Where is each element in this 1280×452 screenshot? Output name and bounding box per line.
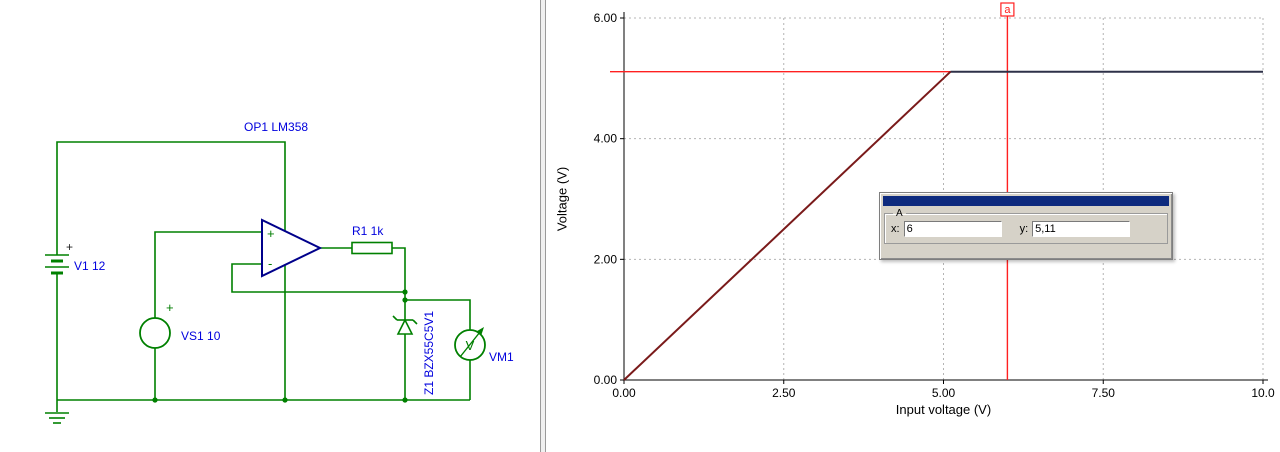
chart-panel: 0.00 2.50 5.00 7.50 10.0 0.00 2.00 4.00 6.00 a Vo…	[546, 0, 1280, 452]
voltmeter-letter: V	[466, 338, 475, 353]
vs1-plus-mark: +	[166, 300, 174, 315]
wire-segment[interactable]	[231, 263, 405, 293]
wire-segment[interactable]	[405, 299, 471, 330]
battery-label: V1 12	[74, 259, 106, 273]
cursor-values-row: x: y:	[891, 221, 1161, 237]
cursor-group-label: A	[896, 208, 903, 219]
x-tick-label: 0.00	[612, 386, 636, 400]
battery-plus-mark: +	[66, 240, 73, 254]
schematic-panel: + + + - V	[0, 0, 540, 452]
chart-canvas: 0.00 2.50 5.00 7.50 10.0 0.00 2.00 4.00 6.00 a	[594, 2, 1275, 400]
opamp-minus-mark: -	[268, 256, 272, 271]
cursor-flag-label: a	[1004, 4, 1011, 16]
cursor-group-box: A x: y:	[884, 208, 1168, 244]
junction-dot	[282, 397, 288, 403]
y-tick-label: 0.00	[594, 373, 618, 387]
battery-v1[interactable]: +	[45, 240, 73, 275]
x-tick-label: 7.50	[1092, 386, 1116, 400]
wire-segment[interactable]	[154, 231, 262, 318]
junction-dot	[402, 397, 408, 403]
cursor-y-label: y:	[1019, 223, 1029, 235]
wire-segment[interactable]	[392, 247, 406, 320]
ground-symbol[interactable]	[45, 412, 69, 424]
junction-dot	[402, 289, 408, 295]
resistor-label: R1 1k	[352, 224, 384, 238]
zener-z1[interactable]	[392, 315, 418, 335]
y-tick-label: 4.00	[594, 132, 618, 146]
x-tick-label: 5.00	[932, 386, 956, 400]
cursor-window-titlebar[interactable]	[883, 196, 1169, 206]
opamp-label: OP1 LM358	[244, 120, 308, 134]
resistor-r1[interactable]	[351, 241, 393, 255]
source-vs1[interactable]: +	[139, 300, 174, 349]
trace-input-ramp	[623, 70, 952, 381]
junction-dot	[152, 397, 158, 403]
y-tick-label: 6.00	[594, 11, 618, 25]
zener-label: Z1 BZX55C5V1	[422, 311, 436, 395]
x-tick-label: 2.50	[772, 386, 796, 400]
voltmeter-label: VM1	[489, 350, 514, 364]
voltmeter-vm1[interactable]: V	[454, 327, 486, 361]
x-axis-title: Input voltage (V)	[895, 402, 992, 417]
source-label: VS1 10	[181, 329, 221, 343]
schematic-canvas: + + + - V	[45, 120, 514, 424]
cursor-readout-window[interactable]: A x: y:	[879, 192, 1173, 260]
opamp-op1[interactable]: + -	[261, 218, 323, 278]
opamp-plus-mark: +	[267, 226, 275, 241]
y-tick-label: 2.00	[594, 252, 618, 266]
cursor-x-input[interactable]	[903, 221, 1002, 237]
cursor-flag[interactable]	[1000, 2, 1015, 17]
junction-dots	[152, 289, 408, 403]
junction-dot	[402, 297, 408, 303]
x-tick-label: 10.0	[1251, 386, 1275, 400]
wire-segment[interactable]	[56, 141, 286, 255]
y-axis-title: Voltage (V)	[554, 166, 570, 232]
cursor-x-label: x:	[891, 223, 900, 235]
cursor-y-input[interactable]	[1032, 221, 1131, 237]
panel-splitter[interactable]	[540, 0, 546, 452]
